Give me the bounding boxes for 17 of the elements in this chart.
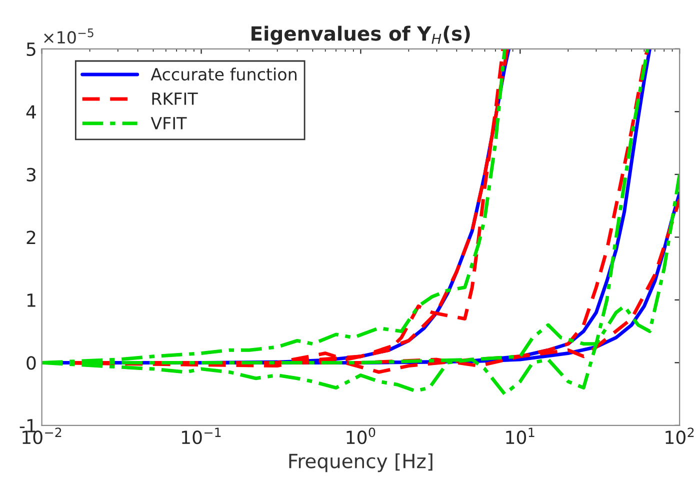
y-tick-label: -1 <box>20 419 36 432</box>
y-tick-label: 4 <box>26 105 36 119</box>
x-tick-label: 10$^{1}$ <box>506 428 534 444</box>
y-tick-label: 0 <box>26 356 36 370</box>
y-tick-label: 1 <box>27 294 36 307</box>
legend-label: Accurate function <box>150 68 296 81</box>
y-tick-label: 5 <box>26 42 36 56</box>
legend-label: RKFIT <box>152 92 198 105</box>
x-tick-label: 10$^{2}$ <box>666 428 694 444</box>
text: ×10$^{−5}$ <box>44 28 94 44</box>
y-tick-label: 3 <box>26 168 36 182</box>
x-tick-label: 10$^{−1}$ <box>182 428 221 444</box>
legend-label: VFIT <box>150 117 187 130</box>
chart-title: Eigenvalues of Y$_{H}$(s) <box>252 26 470 45</box>
x-axis-title: Frequency [Hz] <box>289 453 432 472</box>
x-tick-label: 10$^{0}$ <box>346 428 376 444</box>
y-tick-label: 2 <box>26 230 36 244</box>
